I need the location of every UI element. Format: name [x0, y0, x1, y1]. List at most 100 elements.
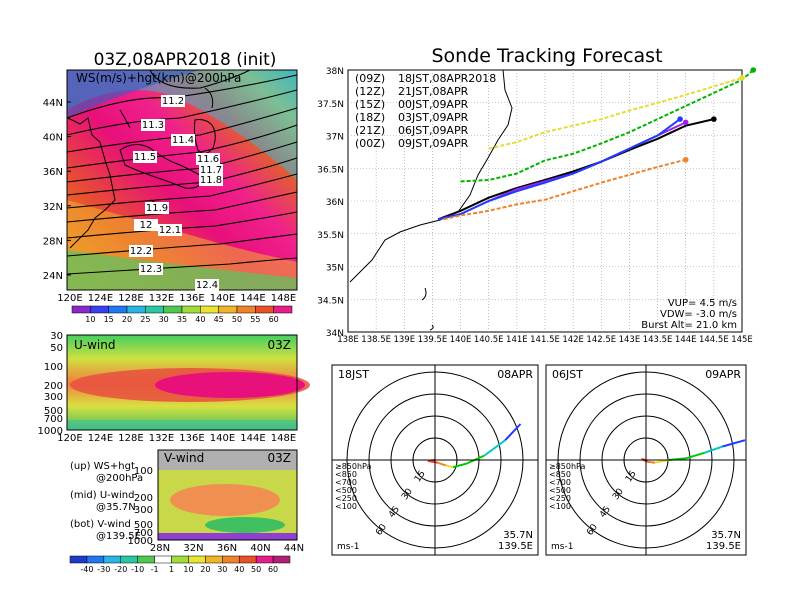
- colorbar-cell: [200, 305, 219, 314]
- v-pressure-tick: 1000: [128, 536, 153, 547]
- track-lon-tick: 138.5E: [361, 335, 391, 345]
- contour-label-bg: [161, 95, 185, 107]
- track-endpoint: [750, 67, 757, 73]
- track-lon-tick: 144E: [675, 335, 697, 345]
- ws-colorbar-tick: 45: [214, 315, 224, 324]
- legend-text: 03JST,09APR: [398, 111, 469, 124]
- track-line: [443, 158, 686, 221]
- track-line: [488, 76, 743, 150]
- colorbar-cell: [181, 305, 201, 314]
- ws-lon-ticks: 120E 124E 128E 132E 136E 140E 144E 148E: [57, 293, 296, 304]
- track-lat-tick: 36.5N: [317, 165, 344, 175]
- track-lat-tick: 37.5N: [317, 100, 344, 110]
- ws-lat-tick: 28N: [43, 236, 63, 247]
- track-lat-tick: 36N: [326, 198, 344, 208]
- contour-label: 11.6: [197, 154, 219, 165]
- hodograph-segment: [704, 445, 723, 454]
- level-legend-item: <250: [549, 494, 571, 503]
- hodograph-lat: 35.7N: [503, 530, 533, 541]
- v-wind-label: V-wind: [164, 451, 204, 465]
- u-pressure-tick: 100: [44, 362, 63, 373]
- contour-label-bg: [141, 119, 165, 131]
- track-lon-tick: 142.5E: [586, 335, 616, 345]
- track-endpoint: [677, 116, 683, 122]
- contour-label: 12.1: [159, 225, 181, 236]
- contour-label: 11.4: [172, 135, 194, 146]
- track-lon-tick: 140E: [450, 335, 472, 345]
- contour-label-bg: [145, 202, 169, 214]
- track-line: [437, 118, 681, 221]
- track-panel: [347, 69, 743, 333]
- legend-text: 06JST,09APR: [398, 124, 469, 137]
- colorbar-cell: [90, 305, 109, 314]
- u-lon-tick: 128E: [118, 433, 143, 444]
- track-lat-tick: 38N: [326, 67, 344, 77]
- track-param: VUP= 4.5 m/s: [668, 298, 737, 309]
- ws-lat-tick: 40N: [43, 133, 63, 144]
- track-line: [460, 69, 754, 183]
- diverging-colorbar-tick: -10: [131, 565, 144, 574]
- u-lon-tick: 136E: [179, 433, 204, 444]
- v-pressure-tick: 500: [134, 520, 153, 531]
- track-lon-tick: 141.5E: [530, 335, 560, 345]
- track-endpoint: [682, 156, 689, 163]
- track-lat-tick: 35N: [326, 264, 344, 274]
- v-lat-tick: 32N: [183, 543, 203, 554]
- colorbar-cell: [103, 555, 122, 564]
- ws-lon-tick: 128E: [118, 293, 143, 304]
- track-legend: (09Z) 18JST,08APR2018 (12Z) 21JST,08APR (15Z…: [355, 72, 496, 150]
- ws-contour-labels: 11.2 11.3 11.4 11.5 11.611.711.8 11.9 12 12.1 12…: [129, 95, 223, 291]
- colorbar-cell: [218, 305, 238, 314]
- colorbar-cell: [163, 305, 183, 314]
- v-lat-tick: 28N: [150, 543, 170, 554]
- contour-label-bg: [196, 153, 220, 165]
- ws-lon-tick: 132E: [149, 293, 174, 304]
- ws-lat-tick: 32N: [43, 202, 63, 213]
- hodograph-segment: [504, 423, 522, 441]
- colorbar-cell: [273, 305, 293, 314]
- contour-label-bg: [129, 245, 153, 257]
- hodograph-segment: [647, 460, 656, 464]
- u-wind-time: 03Z: [268, 338, 292, 352]
- ws-lon-tick: 136E: [179, 293, 204, 304]
- track-endpoint: [711, 116, 717, 122]
- colorbar-cell: [126, 305, 146, 314]
- v-lat-tick: 36N: [217, 543, 237, 554]
- u-lon-tick: 148E: [271, 433, 296, 444]
- level-legend-item: <700: [549, 478, 571, 487]
- ws-colorbar-tick: 40: [195, 315, 205, 324]
- ws-panel-label: WS(m/s)+hgt(km)@200hPa: [76, 71, 241, 85]
- track-lon-tick: 139E: [393, 335, 415, 345]
- hodograph-units: ms-1: [551, 542, 573, 552]
- u-lon-tick: 132E: [149, 433, 174, 444]
- ws-colorbar-tick: 30: [159, 315, 169, 324]
- ws-colorbar-tick: 25: [140, 315, 150, 324]
- hodograph-segment: [437, 461, 447, 467]
- track-lon-tick: 144.5E: [699, 335, 729, 345]
- legend-tag: (15Z): [355, 98, 385, 111]
- hodograph-segment: [452, 462, 467, 469]
- u-lon-tick: 120E: [57, 433, 82, 444]
- hodograph-segment: [445, 464, 454, 469]
- diverging-colorbar-tick: 10: [183, 565, 193, 574]
- legend-tag: (00Z): [355, 137, 385, 150]
- colorbar-cell: [222, 555, 240, 564]
- level-legend-item: <850: [549, 470, 571, 479]
- u-pressure-tick: 1000: [38, 426, 63, 437]
- legend-notes: (up) WS+hgt@200hPa (mid) U-wind@35.7N (bot…: [70, 461, 143, 542]
- colorbar-cell: [137, 555, 155, 564]
- track-lon-ticks: 138E 138.5E 139E 139.5E 140E 140.5E 141E 141.5E…: [337, 335, 753, 345]
- track-lat-tick: 37N: [326, 133, 344, 143]
- ws-lon-tick: 140E: [210, 293, 235, 304]
- colorbar-cell: [71, 305, 91, 314]
- ws-colorbar-tick: 35: [177, 315, 187, 324]
- colorbar-cell: [255, 305, 274, 314]
- legend-tag: (21Z): [355, 124, 385, 137]
- track-lon-tick: 139.5E: [418, 335, 448, 345]
- contour-label-bg: [199, 164, 223, 176]
- ws-colorbar: [71, 305, 293, 314]
